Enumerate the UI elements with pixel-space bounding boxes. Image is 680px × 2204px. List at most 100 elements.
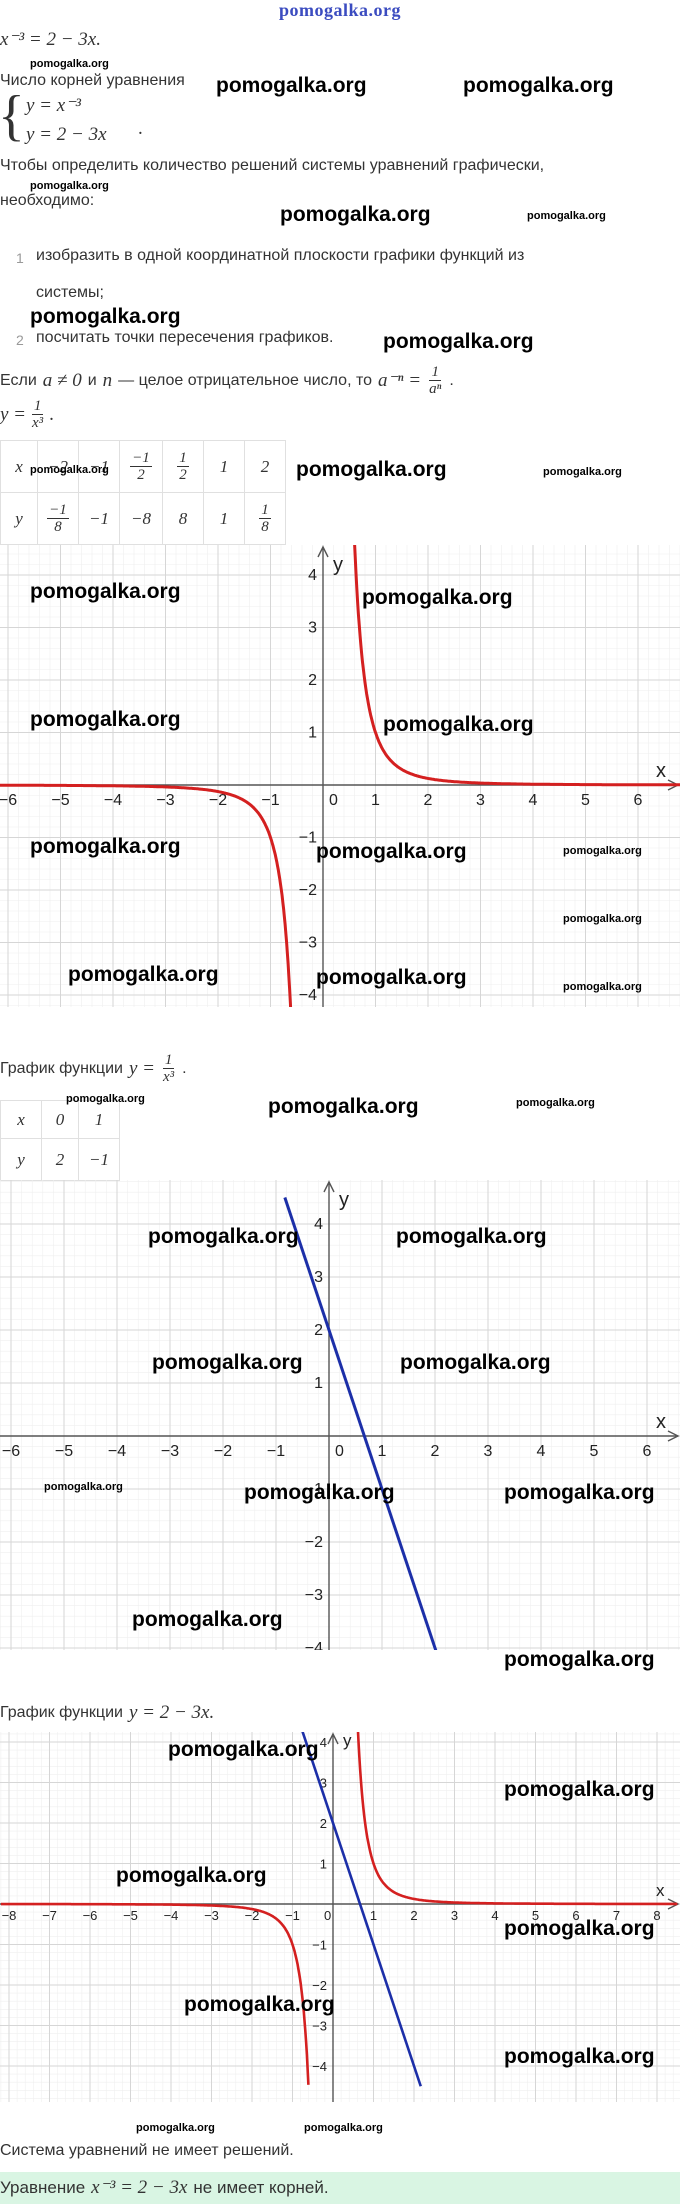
x-axis-label: x [656, 760, 666, 782]
watermark: pomogalka.org [30, 580, 181, 603]
x-tick-label: −4 [104, 792, 122, 809]
graph1-caption: График функции y = 1 x³ . [0, 1052, 187, 1085]
y-tick-label: 2 [314, 1322, 323, 1339]
watermark: pomogalka.org [244, 1481, 395, 1504]
x-tick-label: 6 [643, 1443, 652, 1460]
x-tick-label: 0 [329, 792, 338, 809]
table2-x-label: x [0, 1100, 42, 1139]
linear-function-line [301, 1732, 422, 2087]
table1-x-cell: 2 [244, 440, 286, 493]
header-watermark: pomogalka.org [278, 0, 401, 20]
y-tick-label: −1 [305, 1481, 323, 1498]
graph-hyperbola: x y −6 −5 −4 −3 −2 −1 0 1 2 3 4 5 6 4 3 2 1 −1 −2 −3 −4 [0, 545, 680, 1007]
watermark: pomogalka.org [527, 210, 606, 222]
y-tick-label: −4 [312, 2059, 327, 2074]
step-2-number: 2 [16, 332, 24, 348]
x-tick-label: −6 [2, 1443, 20, 1460]
y-tick-label: 1 [314, 1375, 323, 1392]
table1-x-cell: −1 2 [119, 440, 163, 493]
watermark: pomogalka.org [148, 1225, 299, 1248]
x-tick-label: 3 [476, 792, 485, 809]
rule-text: Если a ≠ 0 и n — целое отрицательное чис… [0, 364, 454, 397]
x-tick-label: −6 [0, 792, 17, 809]
y-axis-arrow [323, 1180, 335, 1193]
x-tick-label: −1 [285, 1908, 300, 1923]
values-table-2: x 0 1 y 2 −1 [0, 1100, 120, 1181]
x-tick-label: −3 [204, 1908, 219, 1923]
y-tick-label: 4 [320, 1735, 327, 1750]
watermark: pomogalka.org [504, 1481, 655, 1504]
x-tick-label: −4 [108, 1443, 126, 1460]
rule-rest: — целое отрицательное число, то [118, 371, 373, 389]
x-tick-label: 3 [484, 1443, 493, 1460]
watermark: pomogalka.org [316, 966, 467, 989]
y-tick-label: −2 [299, 882, 317, 899]
system-line-1: y = x⁻³ [26, 95, 81, 116]
table2-y-cell: 2 [41, 1138, 79, 1181]
x-axis-arrow [667, 1898, 680, 1910]
x-tick-label: −7 [42, 1908, 57, 1923]
watermark: pomogalka.org [30, 180, 109, 192]
watermark: pomogalka.org [66, 1093, 145, 1105]
y-tick-label: 3 [314, 1269, 323, 1286]
y-tick-label: 4 [314, 1216, 323, 1233]
x-tick-label: 6 [634, 792, 643, 809]
x-tick-label: −2 [214, 1443, 232, 1460]
x-tick-label: 0 [324, 1908, 331, 1923]
watermark: pomogalka.org [504, 1778, 655, 1801]
x-tick-label: −5 [123, 1908, 138, 1923]
y-axis-label: y [343, 1732, 352, 1750]
watermark: pomogalka.org [396, 1225, 547, 1248]
graph-line: x y −6 −5 −4 −3 −2 −1 0 1 2 3 4 5 6 4 3 2 1 −1 −2 −3 −4 [0, 1180, 680, 1650]
watermark: pomogalka.org [400, 1351, 551, 1374]
step-1-text: изобразить в одной координатной плоскост… [36, 247, 525, 264]
table1-y-cell: −8 [119, 492, 163, 545]
hyperbola-curve [0, 1732, 678, 2085]
result-prefix: Уравнение [0, 2178, 86, 2197]
watermark: pomogalka.org [30, 708, 181, 731]
x-axis-label: x [656, 1881, 665, 1900]
watermark: pomogalka.org [362, 586, 513, 609]
x-tick-label: −4 [164, 1908, 179, 1923]
x-tick-label: 0 [335, 1443, 344, 1460]
watermark: pomogalka.org [116, 1864, 267, 1887]
x-tick-label: −3 [161, 1443, 179, 1460]
y-axis-arrow [327, 1732, 339, 1745]
x-tick-label: 1 [371, 792, 380, 809]
y-tick-label: −2 [312, 1978, 327, 1993]
watermark: pomogalka.org [136, 2122, 215, 2134]
x-tick-label: 2 [431, 1443, 440, 1460]
y-tick-label: −1 [312, 1938, 327, 1953]
x-tick-label: −2 [245, 1908, 260, 1923]
y-tick-label: −2 [305, 1534, 323, 1551]
table2-y-label: y [0, 1138, 42, 1181]
step-1-number: 1 [16, 250, 24, 266]
x-tick-label: −8 [2, 1908, 17, 1923]
y-axis-label: y [339, 1189, 349, 1211]
y-tick-label: −3 [305, 1587, 323, 1604]
y-tick-label: −4 [299, 987, 317, 1004]
y-tick-label: 2 [308, 672, 317, 689]
table1-y-cell: 1 [203, 492, 245, 545]
system-line-2: y = 2 − 3x [26, 124, 107, 145]
watermark: pomogalka.org [563, 913, 642, 925]
rule-fraction: 1 aⁿ [429, 364, 442, 397]
watermark: pomogalka.org [383, 330, 534, 353]
watermark: pomogalka.org [216, 74, 367, 97]
watermark: pomogalka.org [30, 305, 181, 328]
watermark: pomogalka.org [543, 466, 622, 478]
watermark: pomogalka.org [463, 74, 614, 97]
y-tick-label: 1 [308, 725, 317, 742]
x-tick-label: 2 [424, 792, 433, 809]
system-brace: { [0, 85, 25, 147]
table2-x-cell: 1 [78, 1100, 120, 1139]
x-tick-label: 5 [590, 1443, 599, 1460]
table1-y-cell: −1 [78, 492, 120, 545]
table1-y-cell: −1 8 [37, 492, 79, 545]
step-2-text: посчитать точки пересечения графиков. [36, 329, 334, 346]
x-tick-label: 3 [451, 1908, 458, 1923]
watermark: pomogalka.org [268, 1095, 419, 1118]
watermark: pomogalka.org [316, 840, 467, 863]
x-tick-label: −5 [55, 1443, 73, 1460]
result-banner: Уравнение x⁻³ = 2 − 3x не имеет корней. [0, 2172, 680, 2204]
